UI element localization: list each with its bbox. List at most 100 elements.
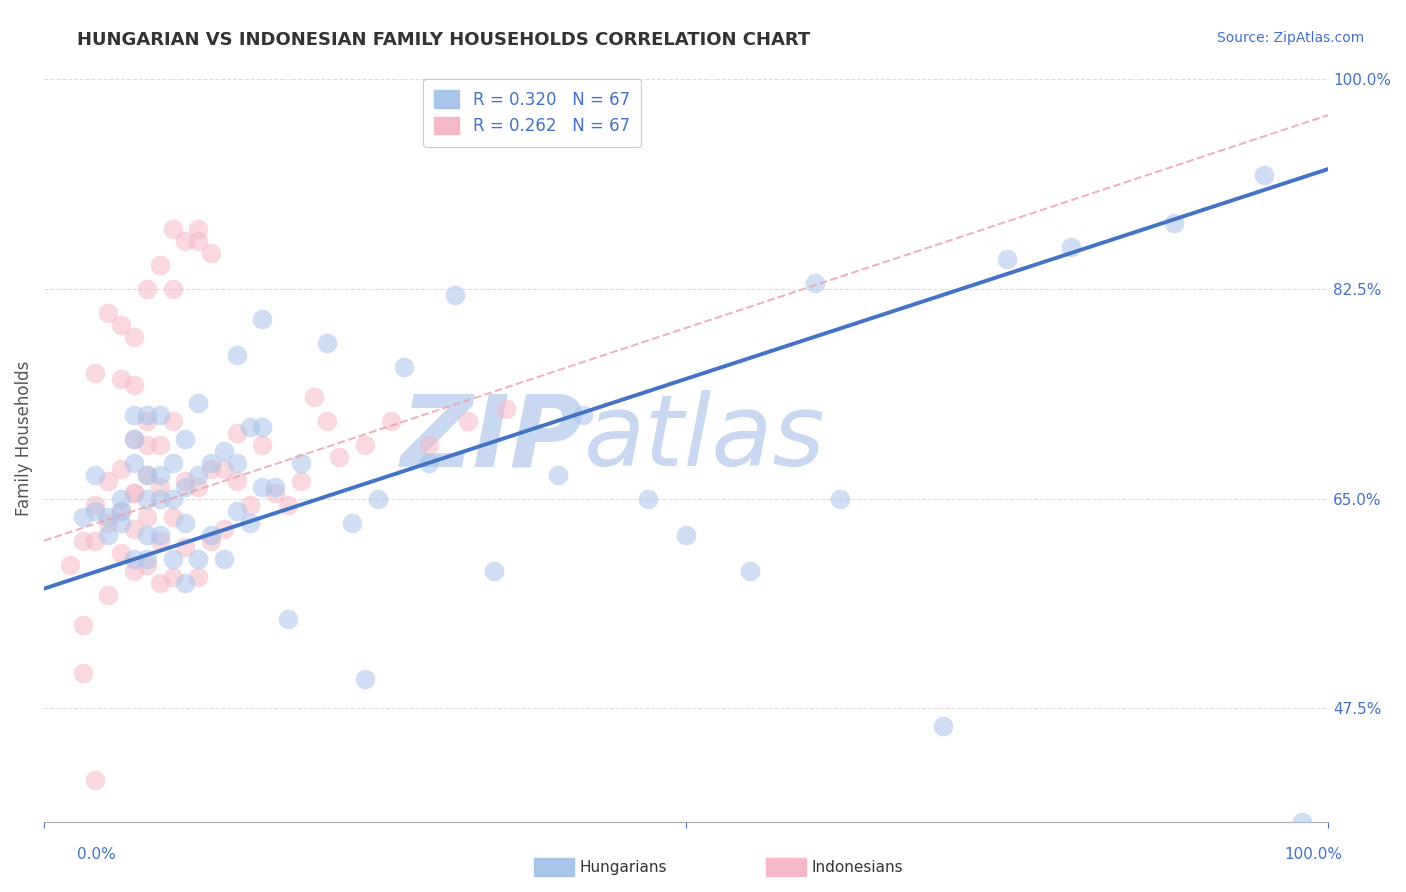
- Point: [174, 480, 197, 494]
- Point: [174, 474, 197, 488]
- Point: [97, 474, 120, 488]
- Point: [803, 276, 825, 290]
- Point: [367, 491, 389, 506]
- Text: Source: ZipAtlas.com: Source: ZipAtlas.com: [1216, 31, 1364, 45]
- Text: atlas: atlas: [583, 391, 825, 487]
- Point: [97, 516, 120, 530]
- Point: [162, 282, 184, 296]
- Point: [135, 414, 157, 428]
- Point: [122, 456, 145, 470]
- Text: 100.0%: 100.0%: [1285, 847, 1343, 862]
- Point: [252, 419, 274, 434]
- Point: [740, 564, 762, 578]
- Point: [135, 438, 157, 452]
- Point: [212, 461, 235, 475]
- Point: [187, 551, 209, 566]
- Point: [174, 540, 197, 554]
- Point: [187, 569, 209, 583]
- Point: [264, 480, 287, 494]
- Point: [122, 432, 145, 446]
- Point: [149, 533, 172, 548]
- Point: [495, 401, 517, 416]
- Point: [225, 504, 247, 518]
- Point: [252, 480, 274, 494]
- Point: [418, 456, 440, 470]
- Point: [149, 491, 172, 506]
- Point: [122, 330, 145, 344]
- Point: [122, 408, 145, 422]
- Point: [200, 533, 222, 548]
- Point: [122, 551, 145, 566]
- Point: [290, 456, 312, 470]
- Text: ZIP: ZIP: [401, 391, 583, 487]
- Point: [225, 348, 247, 362]
- Point: [122, 485, 145, 500]
- Text: Indonesians: Indonesians: [811, 860, 903, 874]
- Point: [84, 366, 107, 380]
- Point: [444, 288, 467, 302]
- Point: [252, 438, 274, 452]
- Point: [212, 443, 235, 458]
- Point: [162, 456, 184, 470]
- Point: [238, 419, 260, 434]
- Point: [84, 498, 107, 512]
- Point: [637, 491, 659, 506]
- Point: [174, 575, 197, 590]
- Point: [149, 408, 172, 422]
- Point: [135, 467, 157, 482]
- Point: [342, 516, 364, 530]
- Text: HUNGARIAN VS INDONESIAN FAMILY HOUSEHOLDS CORRELATION CHART: HUNGARIAN VS INDONESIAN FAMILY HOUSEHOLD…: [77, 31, 811, 49]
- Point: [162, 222, 184, 236]
- Point: [135, 509, 157, 524]
- Point: [135, 282, 157, 296]
- Point: [135, 491, 157, 506]
- Point: [200, 246, 222, 260]
- Point: [162, 551, 184, 566]
- Point: [174, 516, 197, 530]
- Point: [225, 425, 247, 440]
- Point: [59, 558, 82, 572]
- Point: [354, 438, 377, 452]
- Point: [162, 491, 184, 506]
- Point: [84, 773, 107, 788]
- Point: [135, 467, 157, 482]
- Point: [72, 617, 94, 632]
- Point: [135, 558, 157, 572]
- Point: [187, 480, 209, 494]
- Point: [110, 504, 132, 518]
- Point: [162, 509, 184, 524]
- Text: Hungarians: Hungarians: [579, 860, 666, 874]
- Point: [252, 311, 274, 326]
- Point: [418, 438, 440, 452]
- Point: [200, 527, 222, 541]
- Point: [97, 588, 120, 602]
- Point: [149, 467, 172, 482]
- Point: [174, 432, 197, 446]
- Point: [212, 522, 235, 536]
- Point: [1060, 240, 1083, 254]
- Point: [200, 461, 222, 475]
- Point: [380, 414, 402, 428]
- Text: 0.0%: 0.0%: [77, 847, 117, 862]
- Point: [315, 335, 337, 350]
- Point: [482, 564, 505, 578]
- Point: [135, 551, 157, 566]
- Point: [675, 527, 697, 541]
- Point: [162, 569, 184, 583]
- Point: [212, 551, 235, 566]
- Point: [149, 438, 172, 452]
- Point: [1253, 168, 1275, 182]
- Point: [187, 396, 209, 410]
- Point: [110, 461, 132, 475]
- Point: [200, 456, 222, 470]
- Point: [97, 527, 120, 541]
- Point: [238, 516, 260, 530]
- Point: [110, 372, 132, 386]
- Point: [72, 533, 94, 548]
- Point: [162, 414, 184, 428]
- Point: [225, 474, 247, 488]
- Point: [122, 564, 145, 578]
- Point: [149, 258, 172, 272]
- Point: [392, 359, 415, 374]
- Point: [122, 377, 145, 392]
